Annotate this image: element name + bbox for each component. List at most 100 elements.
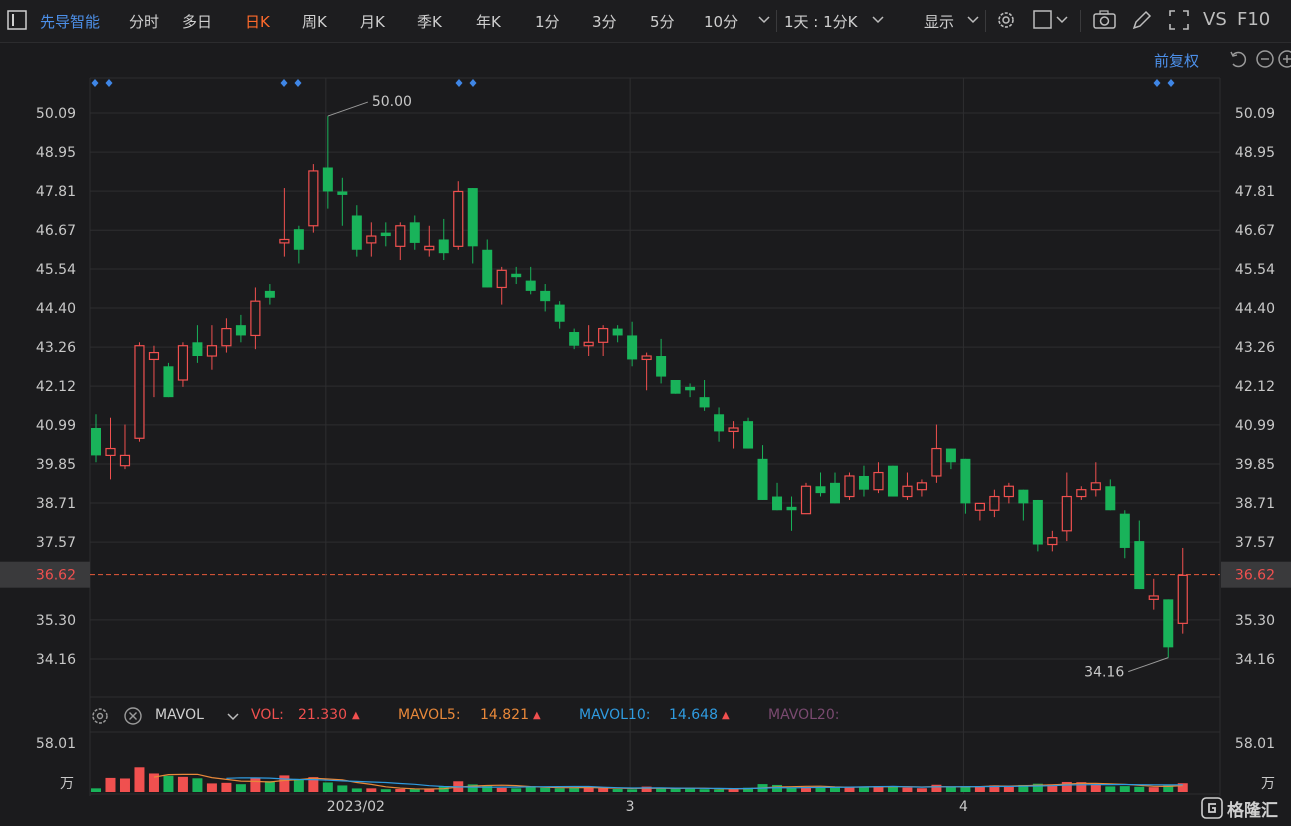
candle-body-down: [322, 167, 333, 192]
candle: [989, 489, 1000, 518]
event-marker-icon: [105, 79, 113, 87]
tab-intraday[interactable]: 分时: [129, 13, 160, 31]
sidebar-toggle-icon[interactable]: [6, 9, 30, 33]
adjust-type-button[interactable]: 前复权: [1154, 52, 1200, 70]
candle-body-up: [1148, 595, 1159, 600]
indicator-chevron-icon[interactable]: [226, 709, 240, 728]
tab-daily-k[interactable]: 日K: [245, 13, 270, 31]
candle-body-up: [279, 238, 290, 244]
current-price-tag-right: [1221, 561, 1291, 588]
zoom-out-icon[interactable]: [1255, 49, 1275, 73]
candle-body-down: [351, 215, 362, 250]
volume-bar: [829, 787, 840, 792]
candle: [815, 472, 826, 497]
camera-icon[interactable]: [1092, 8, 1116, 32]
y-tick-label-left: 39.85: [36, 457, 76, 473]
candle-body-down: [409, 222, 420, 243]
fullscreen-icon[interactable]: [1167, 8, 1191, 32]
tab-multi-day[interactable]: 多日: [182, 13, 213, 31]
indicator-name[interactable]: MAVOL: [155, 707, 204, 723]
event-marker-icon: [469, 79, 477, 87]
candle-body-up: [1061, 495, 1072, 532]
candle-body-down: [380, 232, 391, 237]
volume-bar: [699, 789, 710, 792]
zoom-in-icon[interactable]: [1277, 49, 1291, 73]
candle: [1061, 472, 1072, 542]
x-tick-label: 2023/02: [327, 799, 385, 815]
volume-bar: [873, 786, 884, 792]
display-menu[interactable]: 显示: [924, 13, 955, 31]
candle: [1177, 547, 1188, 634]
candle: [482, 239, 493, 288]
volume-max-label-right: 58.01: [1235, 736, 1275, 752]
candle-body-down: [685, 386, 696, 391]
volume-bar: [163, 775, 174, 792]
display-chevron-icon[interactable]: [966, 12, 990, 36]
y-tick-label-left: 42.12: [36, 379, 76, 395]
candle-body-up: [931, 447, 942, 477]
candle: [221, 318, 232, 353]
candle: [641, 352, 652, 391]
vs-compare-button[interactable]: VS: [1203, 9, 1227, 30]
candle-body-up: [308, 170, 319, 227]
x-tick-label: 3: [626, 799, 635, 815]
volume-bar: [148, 773, 159, 792]
candle-body-down: [656, 356, 667, 377]
volume-bar: [293, 778, 304, 792]
indicator-close-icon[interactable]: [123, 706, 143, 730]
settings-gear-icon[interactable]: [994, 8, 1018, 32]
candle-body-up: [989, 495, 1000, 511]
event-marker-icon: [1153, 79, 1161, 87]
volume-bar: [1105, 786, 1116, 792]
volume-bar: [264, 781, 275, 792]
volume-bar: [945, 787, 956, 792]
volume-bar: [772, 784, 783, 792]
high-annotation-label: 50.00: [372, 94, 412, 110]
candle: [829, 472, 840, 504]
y-tick-label-left: 43.26: [36, 340, 76, 356]
volume-bar: [569, 787, 580, 792]
tab-5min[interactable]: 5分: [650, 13, 675, 31]
volume-bar: [409, 789, 420, 792]
candle-body-down: [829, 482, 840, 504]
indicator-settings-gear-icon[interactable]: [90, 706, 110, 730]
volume-bar: [815, 787, 826, 792]
reset-icon[interactable]: [1228, 49, 1248, 73]
candle-body-down: [554, 304, 565, 322]
volume-bar: [989, 785, 1000, 792]
candle: [569, 328, 580, 350]
volume-bar: [612, 789, 623, 792]
interval-select[interactable]: 1天 : 1分K: [784, 13, 858, 31]
volume-max-label-left: 58.01: [36, 736, 76, 752]
candle: [728, 421, 739, 449]
volume-bar: [960, 786, 971, 792]
candle-body-up: [844, 475, 855, 498]
candle: [134, 342, 145, 442]
tab-3min[interactable]: 3分: [592, 13, 617, 31]
candle: [1032, 499, 1043, 552]
layout-chevron-icon[interactable]: [1055, 12, 1079, 36]
y-tick-label-left: 48.95: [36, 145, 76, 161]
y-tick-label-left: 50.09: [36, 106, 76, 122]
candle-body-down: [1032, 499, 1043, 545]
tab-weekly-k[interactable]: 周K: [302, 13, 327, 31]
candle: [1134, 520, 1145, 590]
tab-monthly-k[interactable]: 月K: [360, 13, 385, 31]
stock-name[interactable]: 先导智能: [40, 13, 101, 31]
tab-10min[interactable]: 10分: [704, 13, 739, 31]
draw-pencil-icon[interactable]: [1130, 8, 1154, 32]
f10-button[interactable]: F10: [1237, 9, 1271, 30]
candle-body-down: [815, 486, 826, 494]
more-periods-chevron-icon[interactable]: [757, 12, 781, 36]
tab-yearly-k[interactable]: 年K: [476, 13, 501, 31]
tab-1min[interactable]: 1分: [535, 13, 560, 31]
volume-bar: [351, 788, 362, 792]
volume-bar: [902, 787, 913, 792]
y-tick-label-right: 42.12: [1235, 379, 1275, 395]
layout-square-icon[interactable]: [1031, 8, 1055, 32]
tab-quarterly-k[interactable]: 季K: [417, 13, 442, 31]
volume-bar: [235, 784, 246, 792]
interval-chevron-icon[interactable]: [871, 12, 895, 36]
volume-bar: [1003, 785, 1014, 792]
